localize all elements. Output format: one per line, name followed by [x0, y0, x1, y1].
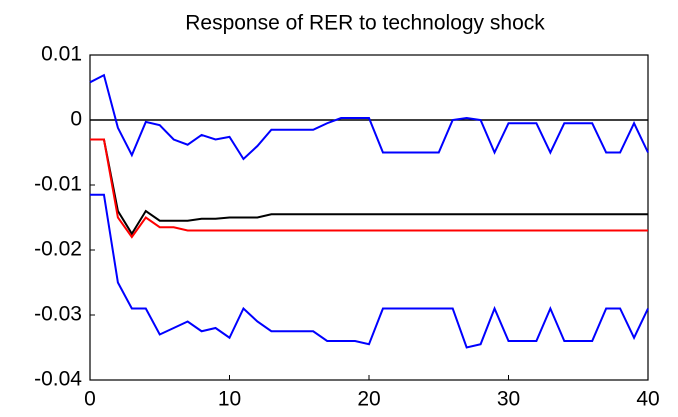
y-tick-label: -0.01 [34, 173, 82, 196]
y-tick-label: -0.03 [34, 303, 82, 326]
series-line [89, 73, 649, 161]
series-line [90, 138, 648, 236]
y-tick-label: 0.01 [41, 43, 82, 66]
y-tick-label: -0.02 [34, 238, 82, 261]
series-line [90, 138, 648, 239]
chart-title: Response of RER to technology shock [185, 12, 545, 35]
x-tick-label: 30 [497, 388, 520, 411]
y-tick-label: 0 [70, 108, 82, 131]
y-tick-label: -0.04 [34, 368, 82, 391]
x-tick-label: 20 [357, 388, 380, 411]
x-tick-label: 40 [636, 388, 659, 411]
plot-frame [89, 54, 649, 381]
series-line [90, 193, 649, 349]
x-tick-label: 0 [84, 388, 96, 411]
x-tick-label: 10 [218, 388, 241, 411]
